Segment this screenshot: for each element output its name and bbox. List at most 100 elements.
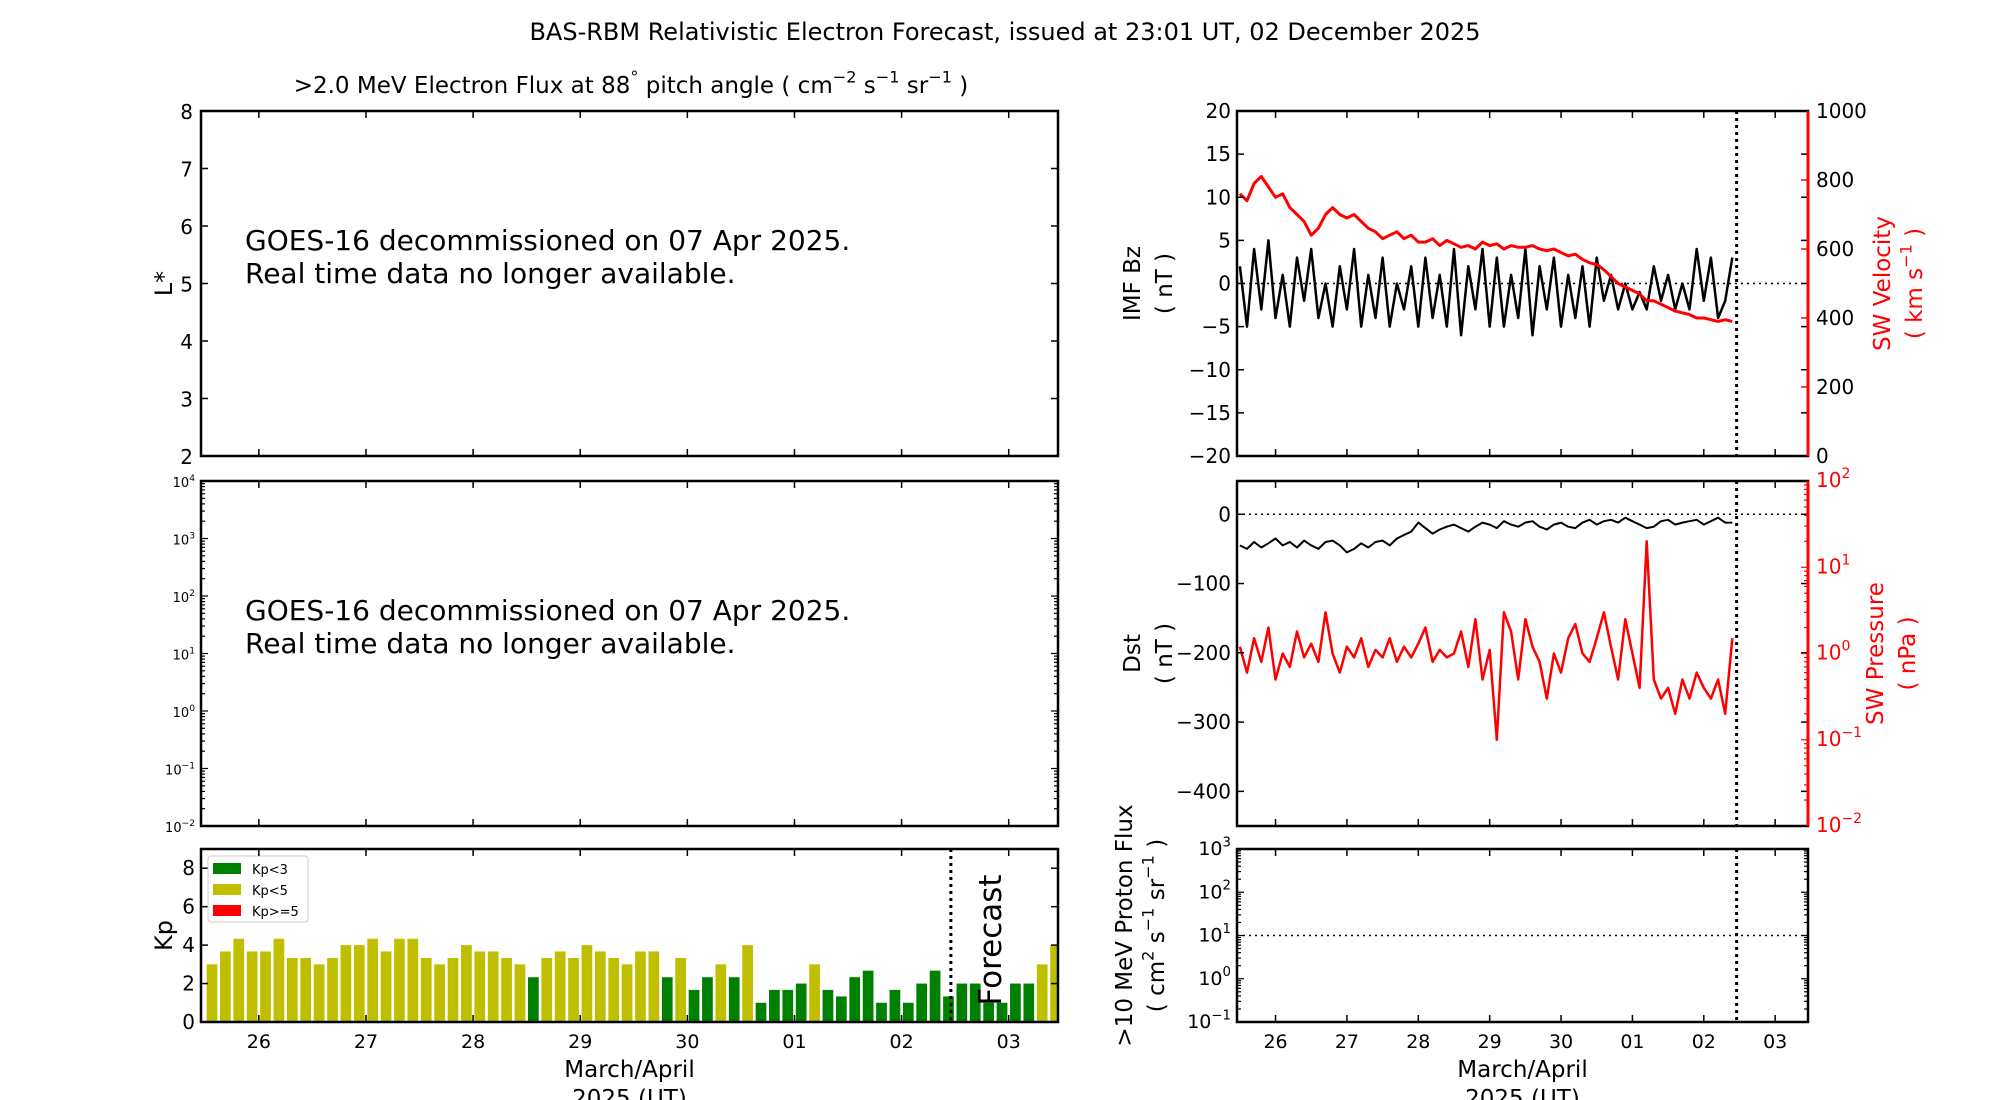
- no-data-message: GOES-16 decommissioned on 07 Apr 2025.: [245, 224, 850, 257]
- kp-bar: [715, 964, 727, 1022]
- y-tick-label: 20: [1206, 99, 1231, 123]
- y-tick-label: −15: [1189, 401, 1231, 425]
- y-tick-label: 0: [1816, 444, 1829, 468]
- y2-axis-label: ( nPa ): [1895, 616, 1921, 690]
- bz-series-line: [1238, 239, 1734, 337]
- y-tick-label: 10−2: [1816, 811, 1862, 837]
- y-tick-label: 100: [173, 704, 196, 721]
- forecast-label: Forecast: [973, 874, 1009, 1005]
- velocity-series-line: [1238, 175, 1733, 323]
- kp-bar: [581, 945, 593, 1022]
- kp-bar: [594, 951, 606, 1022]
- legend-label: Kp<5: [252, 884, 288, 899]
- kp-bar: [541, 957, 553, 1022]
- y-tick-label: 4: [182, 933, 195, 957]
- kp-bar: [956, 983, 968, 1022]
- kp-bar: [1036, 964, 1048, 1022]
- x-tick-label: 01: [782, 1031, 806, 1053]
- y2-axis-label: SW Pressure: [1863, 582, 1889, 725]
- kp-bar: [246, 951, 258, 1022]
- kp-bar: [969, 983, 981, 1022]
- y-tick-label: 200: [1816, 375, 1854, 399]
- no-data-message: GOES-16 decommissioned on 07 Apr 2025.: [245, 594, 850, 627]
- y-tick-label: 8: [180, 100, 193, 124]
- y-tick-label: −100: [1176, 572, 1231, 596]
- kp-bar: [742, 945, 753, 1022]
- y-tick-label: 102: [173, 589, 195, 606]
- kp-bar: [983, 1002, 994, 1022]
- kp-bar: [286, 957, 298, 1022]
- kp-bar: [514, 964, 526, 1022]
- y-tick-label: 10−1: [1816, 725, 1862, 751]
- kp-bar: [394, 938, 405, 1022]
- x-tick-label: 29: [1478, 1031, 1502, 1053]
- kp-bar: [220, 951, 231, 1022]
- legend-swatch: [213, 884, 241, 895]
- kp-bar: [260, 951, 271, 1022]
- kp-bar: [795, 983, 807, 1022]
- y-tick-label: −5: [1202, 315, 1231, 339]
- legend-label: Kp<3: [252, 863, 288, 878]
- y-tick-label: 100: [1198, 965, 1231, 990]
- x-tick-label: 01: [1620, 1031, 1644, 1053]
- y-tick-label: 5: [180, 273, 193, 297]
- kp-bar: [367, 938, 379, 1022]
- y-tick-label: 2: [182, 972, 195, 996]
- y-tick-label: −200: [1176, 641, 1231, 665]
- legend-swatch: [213, 863, 241, 874]
- kp-bar: [380, 951, 392, 1022]
- lstar-frame: [199, 109, 1060, 458]
- y-tick-label: 400: [1816, 306, 1854, 330]
- kp-legend: Kp<3 Kp<5 Kp>=5: [207, 855, 309, 923]
- no-data-message: Real time data no longer available.: [245, 257, 736, 290]
- kp-bar: [635, 951, 646, 1022]
- x-tick-label: 30: [1549, 1031, 1573, 1053]
- y-tick-label: 100: [1816, 639, 1850, 665]
- y-tick-label: 3: [180, 388, 193, 412]
- pressure-series-line: [1238, 540, 1734, 742]
- kp-bar: [233, 938, 245, 1022]
- no-data-message: Real time data no longer available.: [245, 627, 736, 660]
- x-axis-label: 2025 (UT): [1465, 1086, 1580, 1100]
- kp-bar: [447, 957, 459, 1022]
- y-tick-label: 600: [1816, 237, 1854, 261]
- kp-bar: [902, 1002, 914, 1022]
- kp-bar: [206, 964, 218, 1022]
- y-tick-label: 4: [180, 330, 193, 354]
- kp-bar: [300, 957, 312, 1022]
- proton-frame: [1235, 847, 1810, 1024]
- y-tick-label: 10−1: [165, 762, 195, 779]
- y-tick-label: 8: [182, 856, 195, 880]
- kp-bar: [849, 977, 861, 1022]
- y-tick-label: 101: [1816, 552, 1850, 578]
- kp-bar: [487, 951, 499, 1022]
- y-tick-label: 10: [1206, 185, 1231, 209]
- y-axis-label: Kp: [150, 920, 178, 951]
- kp-bar: [461, 945, 472, 1022]
- kp-bar: [943, 996, 954, 1022]
- y-tick-label: 7: [180, 158, 193, 182]
- kp-bar: [876, 1002, 887, 1022]
- kp-bar: [340, 945, 352, 1022]
- x-tick-label: 27: [354, 1031, 378, 1053]
- kp-bar: [782, 989, 794, 1022]
- kp-bar: [728, 977, 740, 1022]
- kp-bar: [822, 989, 834, 1022]
- kp-bar: [648, 951, 660, 1022]
- y-axis-label: ( nT ): [1152, 253, 1178, 314]
- x-tick-label: 03: [997, 1031, 1021, 1053]
- x-tick-label: 30: [675, 1031, 699, 1053]
- kp-bar: [835, 996, 847, 1022]
- y2-axis-label: ( km s−1 ): [1897, 228, 1928, 339]
- y-tick-label: 800: [1816, 168, 1854, 192]
- kp-bar: [769, 989, 780, 1022]
- y-axis-label: Dst: [1120, 634, 1146, 673]
- y-tick-label: 103: [1198, 835, 1231, 860]
- y2-axis-label: SW Velocity: [1870, 216, 1896, 351]
- y-tick-label: 102: [1198, 879, 1231, 904]
- legend-swatch: [213, 905, 241, 916]
- kp-bar: [621, 964, 633, 1022]
- x-tick-label: 26: [247, 1031, 271, 1053]
- kp-bar: [661, 977, 673, 1022]
